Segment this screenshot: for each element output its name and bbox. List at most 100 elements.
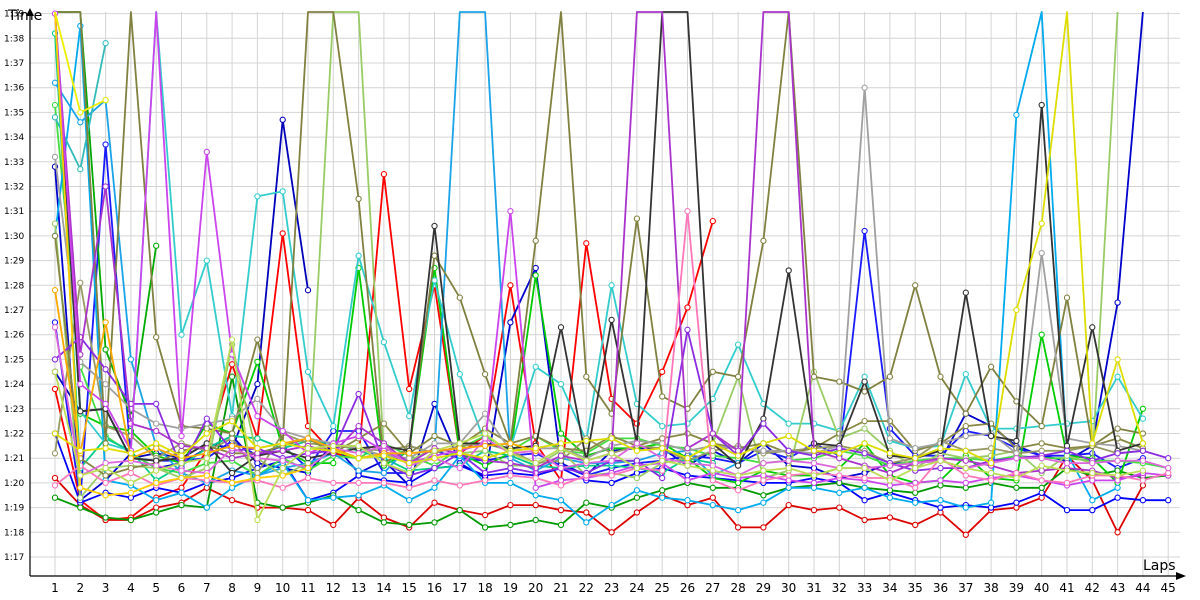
data-point — [987, 459, 995, 467]
data-point — [912, 489, 919, 496]
data-point — [532, 459, 539, 467]
data-point — [254, 516, 261, 524]
data-point — [355, 422, 362, 430]
data-point — [1013, 469, 1020, 477]
data-point — [684, 462, 691, 469]
y-tick-label: 1:29 — [4, 257, 24, 267]
data-point — [203, 455, 210, 462]
data-point — [1038, 331, 1045, 338]
data-point — [279, 427, 286, 435]
series-line — [54, 86, 1144, 460]
x-tick-label: 21 — [553, 581, 568, 595]
data-point — [380, 479, 388, 487]
x-tick-label: 10 — [275, 581, 290, 595]
series-19 — [51, 232, 1147, 479]
data-point — [760, 237, 767, 244]
data-point — [937, 504, 944, 511]
data-point — [228, 479, 236, 487]
data-point — [633, 487, 641, 494]
data-point — [734, 341, 742, 348]
data-point — [355, 455, 362, 462]
data-point — [1089, 324, 1096, 331]
data-point — [330, 442, 337, 450]
series-line — [54, 11, 1144, 465]
data-point — [1013, 474, 1020, 482]
data-point — [861, 474, 868, 482]
data-point — [102, 380, 109, 388]
data-point — [1114, 299, 1121, 306]
data-point — [178, 484, 185, 491]
data-point — [102, 514, 109, 521]
data-point — [633, 509, 641, 516]
data-point — [532, 445, 539, 452]
data-point — [254, 395, 261, 403]
x-tick-label: 23 — [604, 581, 619, 595]
data-point — [153, 479, 160, 487]
data-point — [380, 469, 388, 477]
data-point — [557, 464, 565, 472]
data-point — [734, 462, 742, 469]
data-point — [1139, 457, 1147, 464]
data-point — [178, 459, 185, 467]
data-point — [810, 447, 818, 454]
data-point — [583, 437, 590, 445]
data-point — [380, 442, 388, 450]
data-point — [633, 494, 641, 501]
y-tick-label: 1:19 — [4, 504, 24, 514]
y-tick-label: 1:33 — [4, 158, 24, 168]
data-point — [1089, 440, 1096, 447]
data-point — [431, 455, 438, 462]
data-point — [608, 479, 615, 487]
data-point — [203, 472, 210, 479]
data-point — [886, 435, 894, 442]
data-point — [51, 450, 59, 457]
data-point — [785, 447, 792, 454]
data-point — [709, 494, 716, 501]
data-point — [608, 450, 615, 457]
y-tick-label: 1:23 — [4, 405, 24, 415]
data-point — [836, 489, 843, 496]
data-point — [1114, 529, 1121, 536]
data-point — [304, 464, 312, 472]
data-point — [861, 450, 868, 457]
x-tick-label: 13 — [351, 581, 366, 595]
data-point — [1013, 111, 1020, 119]
x-tick-label: 27 — [705, 581, 720, 595]
data-point — [102, 472, 109, 479]
data-point — [684, 208, 691, 215]
data-point — [279, 116, 286, 123]
data-point — [481, 371, 489, 378]
x-axis-title: Laps — [1143, 558, 1176, 574]
data-point — [481, 511, 489, 519]
data-point — [1139, 447, 1147, 454]
x-tick-label: 5 — [152, 581, 160, 595]
data-point — [330, 459, 337, 467]
y-tick-label: 1:26 — [4, 331, 24, 341]
data-point — [861, 516, 868, 524]
data-point — [203, 148, 210, 156]
data-point — [1114, 373, 1121, 380]
data-point — [962, 371, 969, 378]
y-tick-label: 1:39 — [4, 10, 24, 20]
data-point — [507, 472, 514, 479]
data-point — [507, 459, 514, 467]
series-line — [54, 11, 1144, 474]
x-tick-label: 25 — [655, 581, 670, 595]
data-point — [583, 519, 590, 526]
data-point — [633, 447, 641, 454]
data-point — [406, 385, 413, 393]
data-point — [532, 474, 539, 482]
data-point — [51, 482, 59, 489]
data-point — [633, 215, 641, 222]
data-point — [51, 385, 59, 393]
data-point — [608, 472, 615, 479]
data-point — [304, 497, 312, 504]
data-point — [659, 445, 666, 452]
series-line — [54, 290, 536, 460]
data-point — [1063, 447, 1071, 454]
data-point — [659, 494, 666, 501]
data-point — [532, 516, 539, 524]
data-point — [1063, 459, 1071, 467]
data-point — [51, 368, 59, 375]
series-18 — [55, 11, 1147, 467]
